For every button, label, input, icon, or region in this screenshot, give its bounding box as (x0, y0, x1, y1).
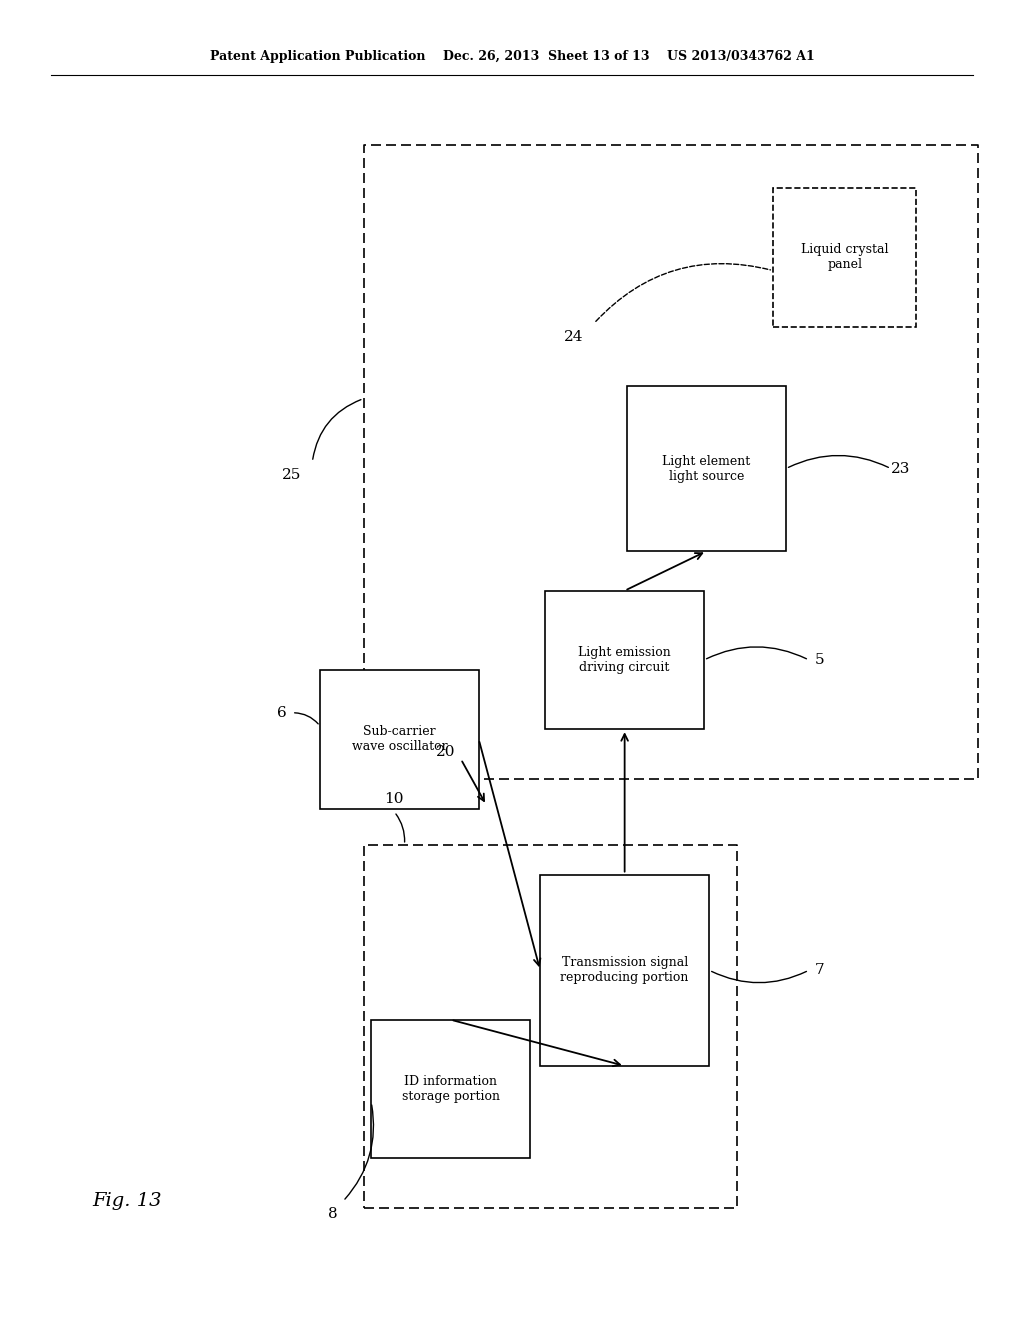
Text: 7: 7 (814, 964, 824, 977)
Text: Light element
light source: Light element light source (663, 454, 751, 483)
Text: Liquid crystal
panel: Liquid crystal panel (801, 243, 889, 272)
Text: Sub-carrier
wave oscillator: Sub-carrier wave oscillator (351, 725, 447, 754)
Bar (541, 874, 709, 1067)
Text: Light emission
driving circuit: Light emission driving circuit (579, 645, 671, 675)
Text: 23: 23 (892, 462, 910, 475)
Bar (545, 591, 705, 729)
Text: 24: 24 (563, 330, 584, 343)
Text: ID information
storage portion: ID information storage portion (401, 1074, 500, 1104)
Text: 20: 20 (435, 746, 456, 759)
Text: Patent Application Publication    Dec. 26, 2013  Sheet 13 of 13    US 2013/03437: Patent Application Publication Dec. 26, … (210, 50, 814, 63)
Text: Transmission signal
reproducing portion: Transmission signal reproducing portion (560, 956, 689, 985)
Bar (627, 385, 786, 552)
Text: 5: 5 (814, 653, 824, 667)
Text: 8: 8 (328, 1208, 338, 1221)
Text: 25: 25 (283, 469, 301, 482)
Bar (319, 671, 479, 808)
Bar (371, 1020, 530, 1159)
Bar (773, 187, 916, 326)
Text: Fig. 13: Fig. 13 (92, 1192, 162, 1210)
Text: 6: 6 (276, 706, 287, 719)
Text: 10: 10 (384, 792, 404, 805)
